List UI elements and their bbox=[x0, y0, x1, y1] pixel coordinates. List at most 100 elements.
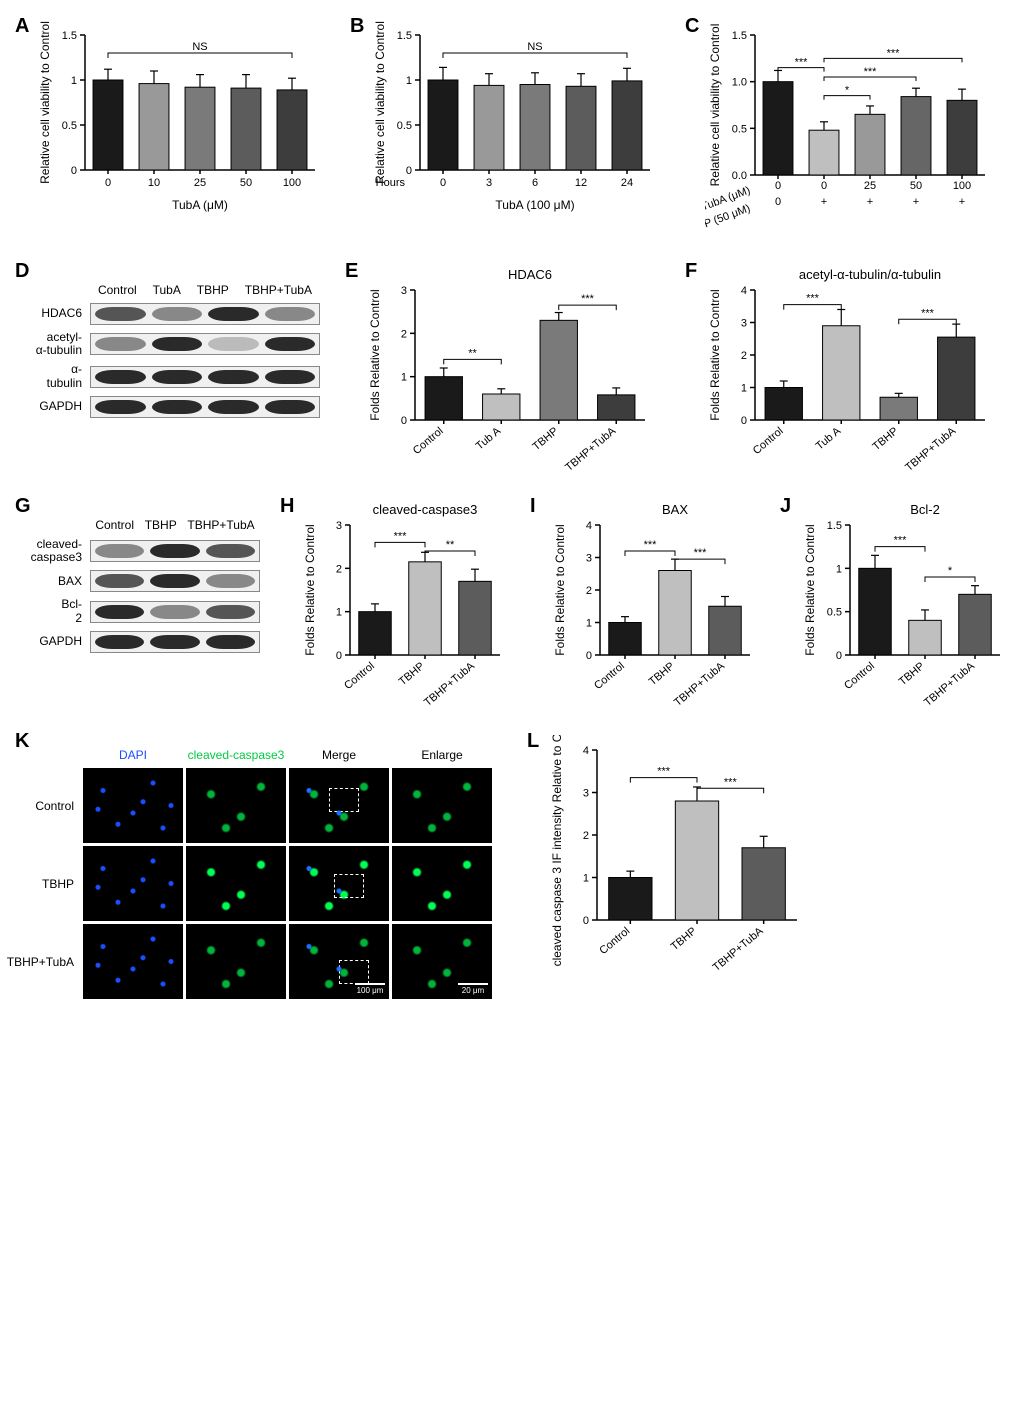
blot-band bbox=[206, 605, 255, 619]
svg-text:0: 0 bbox=[821, 180, 827, 192]
bar-chart-svg: cleaved-caspase30123Folds Relative to Co… bbox=[300, 500, 510, 715]
blot-band bbox=[265, 400, 316, 414]
blot-lane-label: Control bbox=[95, 518, 134, 532]
blot-row: GAPDH bbox=[20, 396, 320, 418]
y-axis-label: Folds Relative to Control bbox=[708, 289, 722, 420]
svg-text:***: *** bbox=[921, 307, 935, 319]
panel-label-H: H bbox=[280, 495, 294, 518]
if-column-header: cleaved-caspase3 bbox=[186, 745, 286, 765]
blot-band bbox=[95, 400, 146, 414]
y-axis-label: Relative cell viability to Control bbox=[38, 21, 52, 184]
if-column-header: Enlarge bbox=[392, 745, 492, 765]
blot-band bbox=[206, 635, 255, 649]
svg-text:1: 1 bbox=[71, 75, 77, 87]
bar bbox=[185, 87, 215, 170]
panel-L: L 01234cleaved caspase 3 IF intensity Re… bbox=[532, 735, 812, 980]
bar bbox=[742, 848, 785, 920]
blot-lane-label: Control bbox=[98, 283, 137, 297]
svg-text:1: 1 bbox=[583, 873, 589, 885]
panel-E: E HDAC60123Folds Relative to ControlCont… bbox=[350, 265, 660, 480]
blot-band bbox=[208, 307, 259, 321]
svg-text:***: *** bbox=[657, 766, 671, 778]
panel-label-L: L bbox=[527, 730, 539, 753]
bar-chart-svg: 00.511.5Relative cell viability to Contr… bbox=[370, 20, 660, 215]
bar-chart-svg: 01234cleaved caspase 3 IF intensity Rela… bbox=[547, 735, 807, 980]
svg-text:4: 4 bbox=[583, 745, 589, 757]
x-tick-label: 3 bbox=[486, 177, 492, 189]
x-tick-label: 12 bbox=[575, 177, 587, 189]
svg-text:0: 0 bbox=[336, 650, 342, 662]
x-tick-label: TBHP+TubA bbox=[711, 925, 766, 974]
x-tick-label: TBHP+TubA bbox=[563, 425, 618, 474]
chart-title: Bcl-2 bbox=[910, 502, 940, 517]
figure-grid: A 00.511.5Relative cell viability to Con… bbox=[20, 20, 1000, 999]
bar bbox=[231, 88, 261, 170]
svg-text:1.5: 1.5 bbox=[732, 30, 747, 42]
svg-text:1.5: 1.5 bbox=[397, 30, 412, 42]
bar bbox=[709, 606, 742, 655]
x-tick-label: TBHP bbox=[669, 925, 699, 953]
bar bbox=[409, 562, 442, 655]
svg-text:4: 4 bbox=[586, 520, 592, 532]
if-image-cell bbox=[186, 846, 286, 921]
row-GHIJ: G ControlTBHPTBHP+TubAcleaved-caspase3BA… bbox=[20, 500, 1000, 715]
bar-chart-svg: acetyl-α-tubulin/α-tubulin01234Folds Rel… bbox=[705, 265, 995, 480]
if-image-cell bbox=[392, 846, 492, 921]
x-tick-label: 25 bbox=[194, 177, 206, 189]
svg-text:3: 3 bbox=[583, 788, 589, 800]
x-tick-label: 100 bbox=[283, 177, 301, 189]
blot-lane-label: TBHP bbox=[197, 283, 229, 297]
if-column-header: DAPI bbox=[83, 745, 183, 765]
svg-text:2: 2 bbox=[401, 328, 407, 340]
blot-protein-name: GAPDH bbox=[20, 400, 90, 413]
bar bbox=[93, 80, 123, 170]
panel-B: B 00.511.5Relative cell viability to Con… bbox=[355, 20, 665, 245]
panel-label-J: J bbox=[780, 495, 791, 518]
panel-label-F: F bbox=[685, 260, 697, 283]
chart-title: BAX bbox=[662, 502, 688, 517]
svg-text:50: 50 bbox=[910, 180, 922, 192]
svg-text:0: 0 bbox=[71, 165, 77, 177]
blot-band bbox=[265, 337, 316, 351]
svg-text:1: 1 bbox=[836, 563, 842, 575]
if-image-cell bbox=[83, 768, 183, 843]
x-tick-label: Control bbox=[842, 660, 877, 692]
x-tick-label: TBHP bbox=[397, 660, 427, 688]
svg-text:***: *** bbox=[864, 66, 878, 78]
bar-chart-svg: 00.511.5Relative cell viability to Contr… bbox=[35, 20, 325, 215]
y-axis-label: Relative cell viability to Control bbox=[373, 21, 387, 184]
y-axis-label: Folds Relative to Control bbox=[803, 524, 817, 655]
svg-text:1.5: 1.5 bbox=[827, 520, 842, 532]
bar bbox=[609, 878, 652, 921]
blot-row: Bcl-2 bbox=[20, 598, 260, 624]
x-tick-label: TBHP bbox=[530, 425, 560, 453]
svg-text:1: 1 bbox=[336, 607, 342, 619]
bar bbox=[959, 594, 992, 655]
svg-text:1: 1 bbox=[586, 618, 592, 630]
x-tick-label: TBHP bbox=[897, 660, 927, 688]
x-tick-label: Control bbox=[411, 425, 446, 457]
bar bbox=[139, 84, 169, 170]
blot-row: GAPDH bbox=[20, 631, 260, 653]
bar-chart-svg: Bcl-200.511.5Folds Relative to ControlCo… bbox=[800, 500, 1010, 715]
bar-chart-svg: HDAC60123Folds Relative to ControlContro… bbox=[365, 265, 655, 480]
panel-G: G ControlTBHPTBHP+TubAcleaved-caspase3BA… bbox=[20, 500, 260, 715]
svg-text:*: * bbox=[948, 565, 953, 577]
if-image-cell bbox=[289, 846, 389, 921]
svg-text:0: 0 bbox=[836, 650, 842, 662]
blot-protein-name: GAPDH bbox=[20, 635, 90, 648]
panel-label-C: C bbox=[685, 15, 699, 38]
panel-label-B: B bbox=[350, 15, 364, 38]
panel-label-A: A bbox=[15, 15, 29, 38]
if-row-label: TBHP+TubA bbox=[20, 924, 80, 999]
blot-band bbox=[206, 544, 255, 558]
svg-text:Relative cell viability to Con: Relative cell viability to Control bbox=[708, 24, 722, 187]
svg-text:2: 2 bbox=[336, 563, 342, 575]
blot-protein-name: HDAC6 bbox=[20, 307, 90, 320]
blot-lane-label: TubA bbox=[153, 283, 181, 297]
x-tick-label: TBHP+TubA bbox=[422, 660, 477, 709]
bar bbox=[823, 326, 860, 420]
blot-band bbox=[95, 370, 146, 384]
blot-lane-label: TBHP bbox=[145, 518, 177, 532]
bar bbox=[938, 337, 975, 420]
